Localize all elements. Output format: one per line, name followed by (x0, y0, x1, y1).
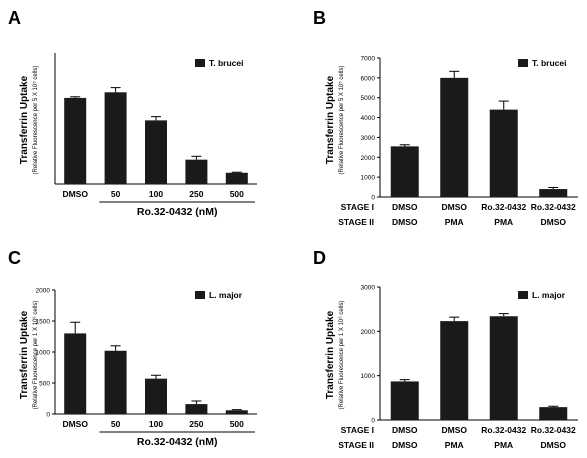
bar (225, 172, 248, 184)
y-tick-label: 6000 (361, 75, 376, 82)
y-tick-label: 1500 (36, 319, 51, 326)
bar (390, 381, 419, 420)
chart-panel-c: C Transferrin Uptake (Relative Fluorescenc… (8, 248, 257, 448)
stage1-row-label: STAGE I (341, 202, 374, 212)
legend-label: L. major (209, 290, 243, 300)
stage2-label: PMA (494, 440, 513, 450)
stage2-label: DMSO (392, 217, 418, 227)
y-axis-sublabel: (Relative Fluorescence per 1 X 10⁶ cells… (338, 301, 345, 410)
stage1-label: Ro.32-0432 (531, 425, 576, 435)
bar (145, 120, 167, 184)
bar (489, 316, 518, 420)
stage2-row-label: STAGE II (338, 440, 374, 450)
stage2-label: DMSO (541, 217, 567, 227)
bar (440, 77, 469, 197)
y-axis-label: Transferrin Uptake (19, 75, 30, 164)
y-tick-label: 0 (46, 412, 50, 419)
y-tick-label: 2000 (36, 288, 51, 295)
x-tick-label: DMSO (62, 189, 88, 199)
y-axis-sublabel: (Relative Fluorescence per 1 X 10⁶ cells… (32, 301, 39, 410)
stage1-row-label: STAGE I (341, 425, 374, 435)
y-axis-label: Transferrin Uptake (325, 310, 336, 399)
bar (64, 97, 87, 184)
x-tick-label: 500 (230, 419, 244, 429)
y-axis-label: Transferrin Uptake (19, 310, 30, 399)
y-tick-label: 4000 (361, 115, 376, 122)
bar (225, 410, 248, 414)
bar (539, 407, 568, 420)
y-tick-label: 0 (371, 195, 375, 202)
y-tick-label: 1000 (361, 175, 376, 182)
bar (539, 189, 568, 197)
x-tick-label: DMSO (62, 419, 88, 429)
stage2-label: PMA (494, 217, 513, 227)
stage1-label: DMSO (442, 425, 468, 435)
bar (104, 92, 127, 184)
bar (145, 378, 167, 414)
stage2-row-label: STAGE II (338, 217, 374, 227)
stage2-label: PMA (445, 440, 464, 450)
bar (185, 404, 208, 414)
y-tick-label: 7000 (361, 56, 376, 63)
stage1-label: DMSO (392, 202, 418, 212)
legend-label: L. major (532, 290, 566, 300)
bar (440, 321, 469, 420)
x-tick-label: 50 (111, 189, 121, 199)
panel-letter: D (313, 248, 326, 268)
legend-label: T. brucei (532, 58, 566, 68)
x-tick-label: 100 (149, 419, 163, 429)
y-tick-label: 2000 (361, 329, 376, 336)
x-tick-label: 250 (189, 189, 203, 199)
stage1-label: DMSO (442, 202, 468, 212)
stage2-label: DMSO (541, 440, 567, 450)
legend-swatch (518, 291, 528, 299)
bar (390, 146, 419, 197)
y-axis-sublabel: (Relative Fluorescence per 5 X 10⁵ cells… (32, 66, 39, 175)
y-tick-label: 1000 (36, 350, 51, 357)
y-tick-label: 2000 (361, 155, 376, 162)
legend-label: T. brucei (209, 58, 243, 68)
chart-panel-a: A Transferrin Uptake (Relative Fluorescenc… (8, 8, 257, 218)
y-axis-sublabel: (Relative Fluorescence per 5 X 10⁵ cells… (338, 66, 345, 175)
y-tick-label: 0 (371, 418, 375, 425)
stage1-label: Ro.32-0432 (531, 202, 576, 212)
panel-letter: C (8, 248, 21, 268)
legend-swatch (195, 291, 205, 299)
x-tick-label: 250 (189, 419, 203, 429)
x-tick-label: 500 (230, 189, 244, 199)
stage2-label: PMA (445, 217, 464, 227)
chart-panel-d: D Transferrin Uptake (Relative Fluorescenc… (313, 248, 578, 450)
bar (104, 350, 127, 414)
stage1-label: Ro.32-0432 (481, 425, 526, 435)
y-tick-label: 3000 (361, 285, 376, 292)
bar (185, 159, 208, 184)
panel-letter: A (8, 8, 21, 28)
x-tick-label: 100 (149, 189, 163, 199)
x-axis-title: Ro.32-0432 (nM) (137, 206, 218, 218)
x-axis-title: Ro.32-0432 (nM) (137, 436, 218, 448)
stage1-label: Ro.32-0432 (481, 202, 526, 212)
y-axis-label: Transferrin Uptake (325, 75, 336, 164)
stage1-label: DMSO (392, 425, 418, 435)
y-tick-label: 500 (39, 381, 50, 388)
bar (64, 333, 87, 414)
chart-panel-b: B Transferrin Uptake (Relative Fluorescenc… (313, 8, 578, 227)
stage2-label: DMSO (392, 440, 418, 450)
y-tick-label: 1000 (361, 373, 376, 380)
legend-swatch (195, 59, 205, 67)
y-tick-label: 5000 (361, 95, 376, 102)
y-tick-label: 3000 (361, 135, 376, 142)
x-tick-label: 50 (111, 419, 121, 429)
bar (489, 109, 518, 197)
legend-swatch (518, 59, 528, 67)
panel-letter: B (313, 8, 326, 28)
